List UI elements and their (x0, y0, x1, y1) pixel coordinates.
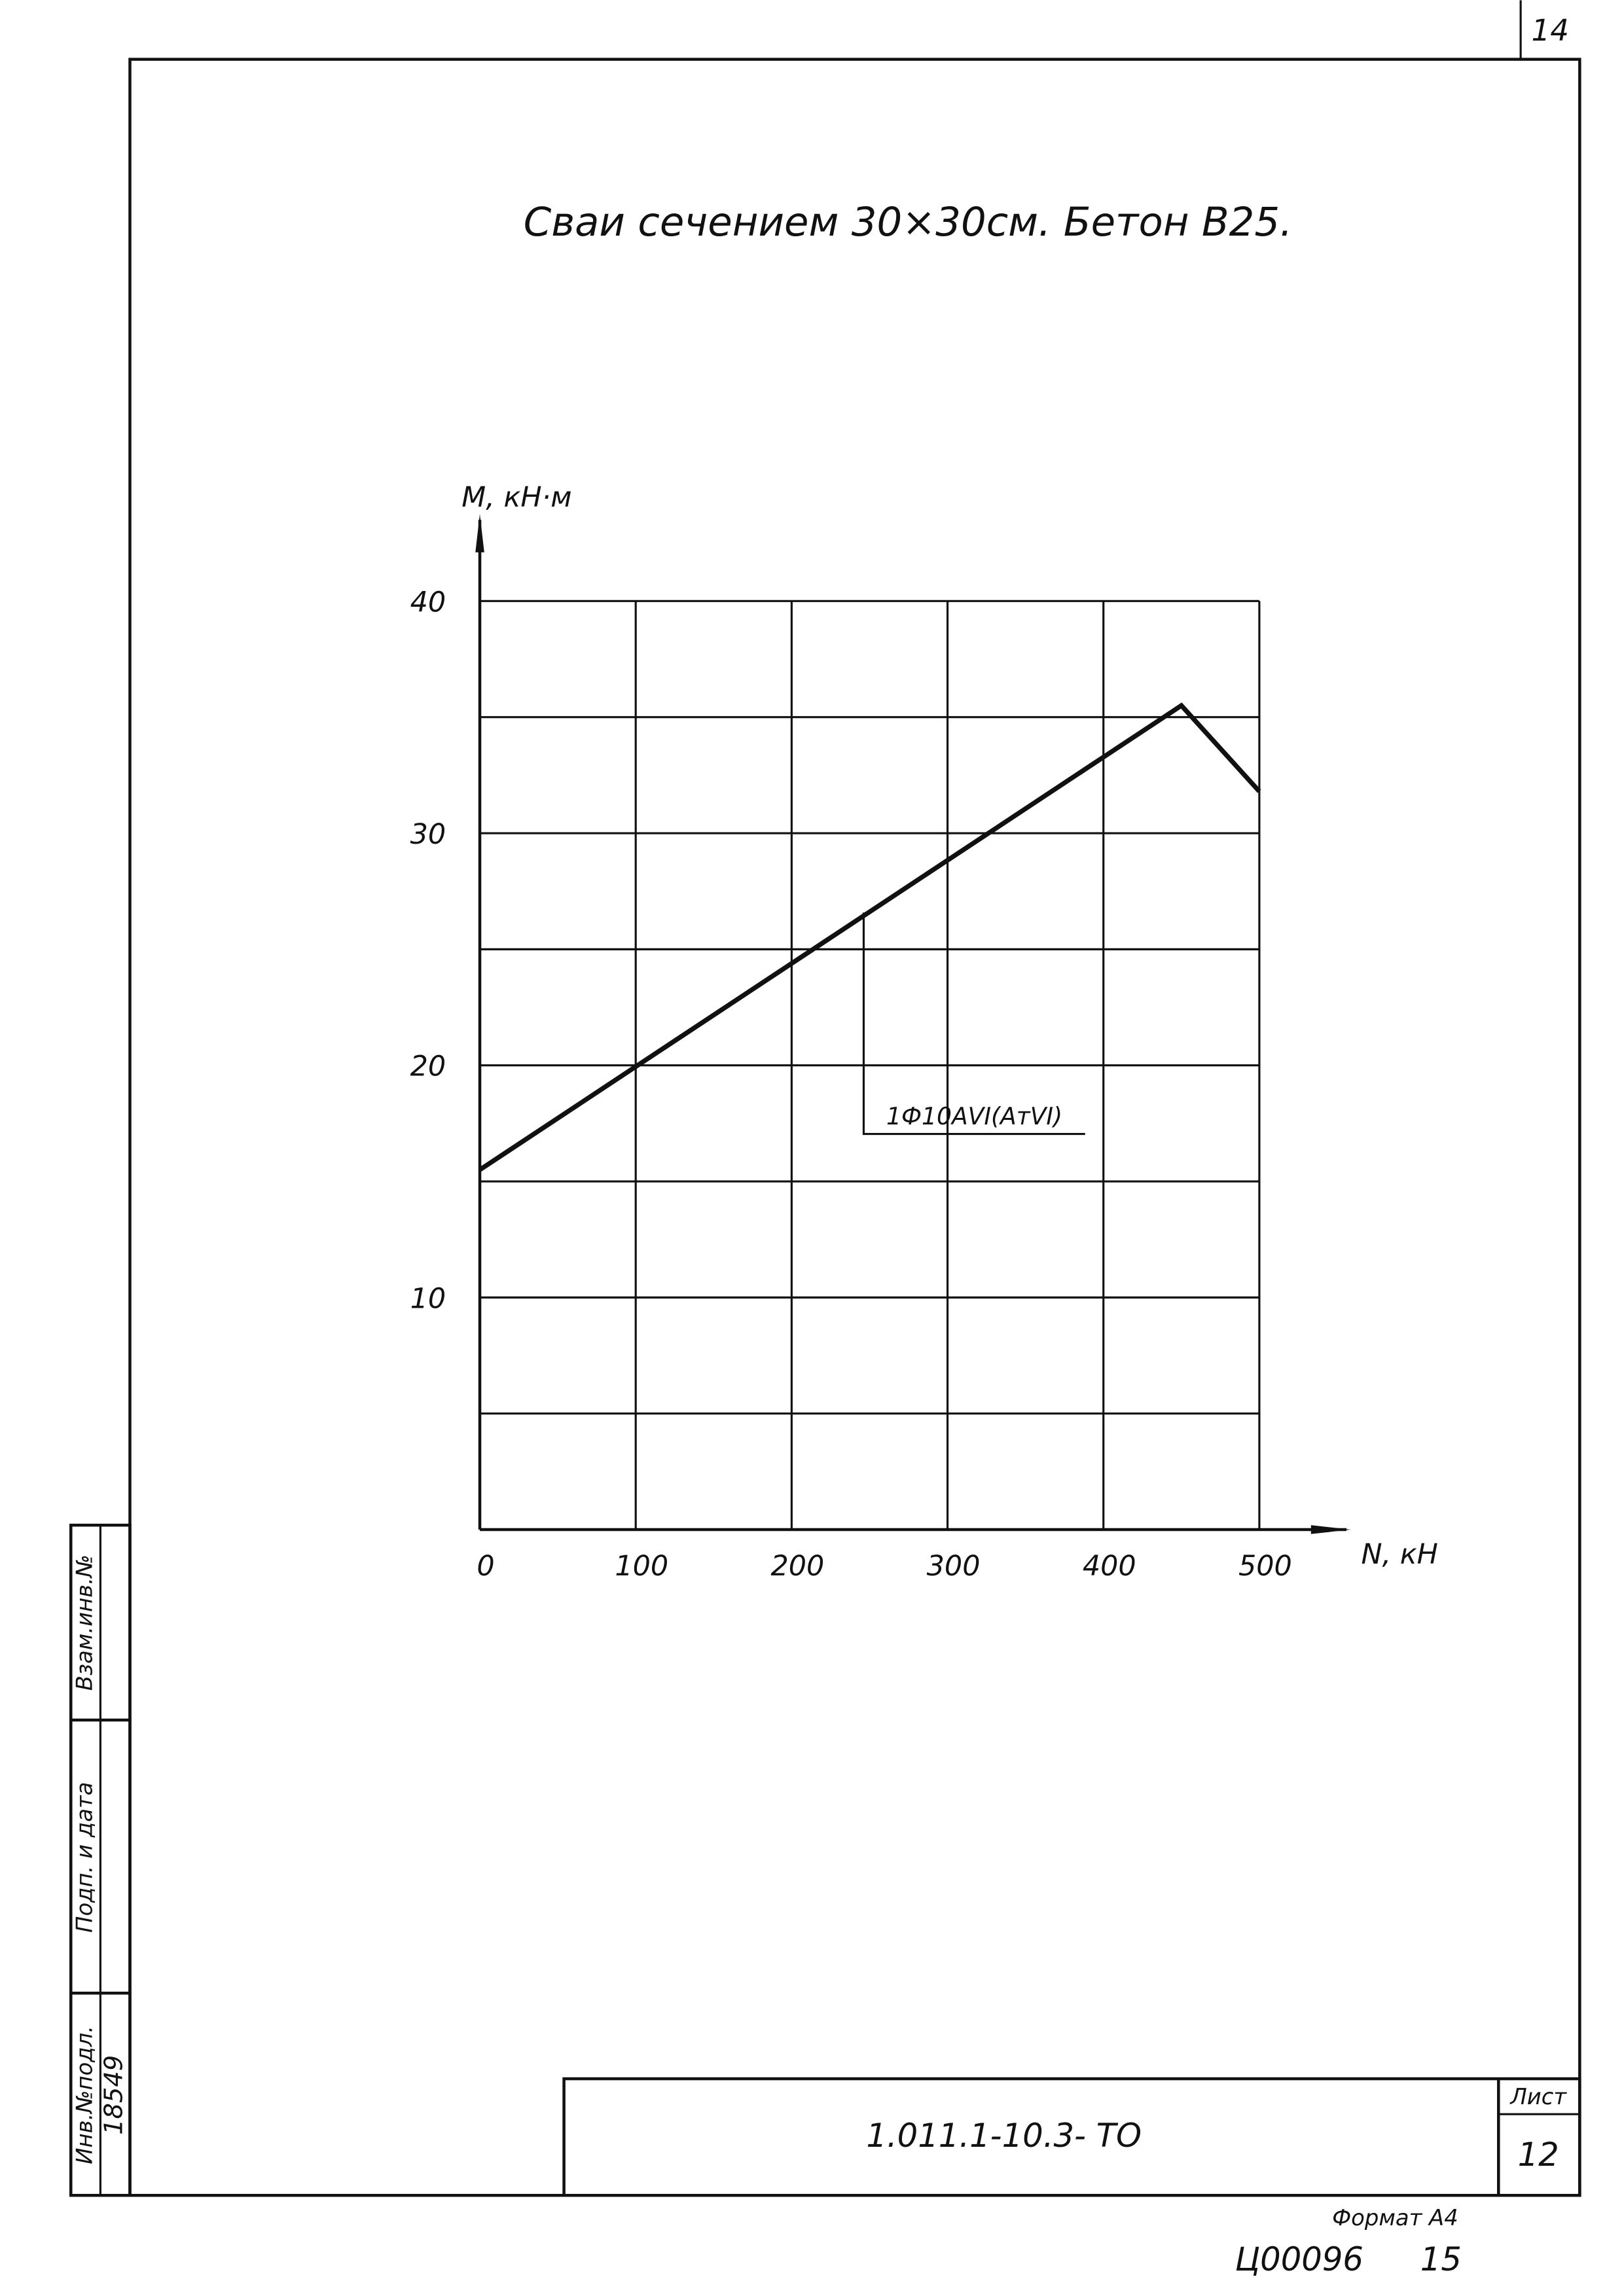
y-tick-label: 10 (410, 1282, 446, 1315)
x-tick-label: 400 (1083, 1550, 1136, 1583)
y-tick-label: 30 (410, 818, 446, 851)
page-number: 14 (1532, 13, 1569, 48)
sheet-number: 12 (1518, 2136, 1559, 2174)
archive-page: 15 (1420, 2240, 1462, 2278)
sheet-label: Лист (1509, 2084, 1567, 2109)
data-line (478, 702, 1261, 1172)
replace-label: Взам.инв.№ (71, 1554, 97, 1691)
y-tick-label: 40 (410, 586, 446, 619)
annotation: 1Ф10АVI(АтVI) (886, 1103, 1062, 1130)
plot: 0 100 200 300 400 500 10 20 30 40 1Ф10АVI(АтVI) (410, 514, 1351, 1583)
sheet-frame (128, 58, 1581, 2197)
x-tick-label: 100 (615, 1550, 668, 1583)
archive-number: Ц00096 (1235, 2240, 1363, 2278)
inv-value: 18549 (99, 2055, 128, 2135)
inv-label: Инв.№подл. (71, 2026, 97, 2164)
x-tick-label: 300 (927, 1550, 981, 1583)
y-tick-label: 20 (410, 1050, 446, 1083)
x-tick-label: 0 (477, 1550, 494, 1583)
y-axis-arrow (475, 514, 484, 552)
chart-title: Сваи сечением 30×30см. Бетон В25. (524, 199, 1293, 245)
format-label: Формат А4 (1332, 2205, 1458, 2231)
annotation-leader (862, 912, 1085, 1136)
y-axis-title: M, кН·м (461, 481, 571, 514)
sign-label: Подп. и дата (71, 1782, 97, 1933)
x-axis-title: N, кН (1361, 1538, 1437, 1571)
x-tick-label: 500 (1238, 1550, 1292, 1583)
x-tick-label: 200 (771, 1550, 825, 1583)
document-code: 1.011.1-10.3- ТО (866, 2117, 1142, 2155)
x-axis-arrow (1310, 1525, 1351, 1534)
title-block (562, 2077, 1581, 2197)
